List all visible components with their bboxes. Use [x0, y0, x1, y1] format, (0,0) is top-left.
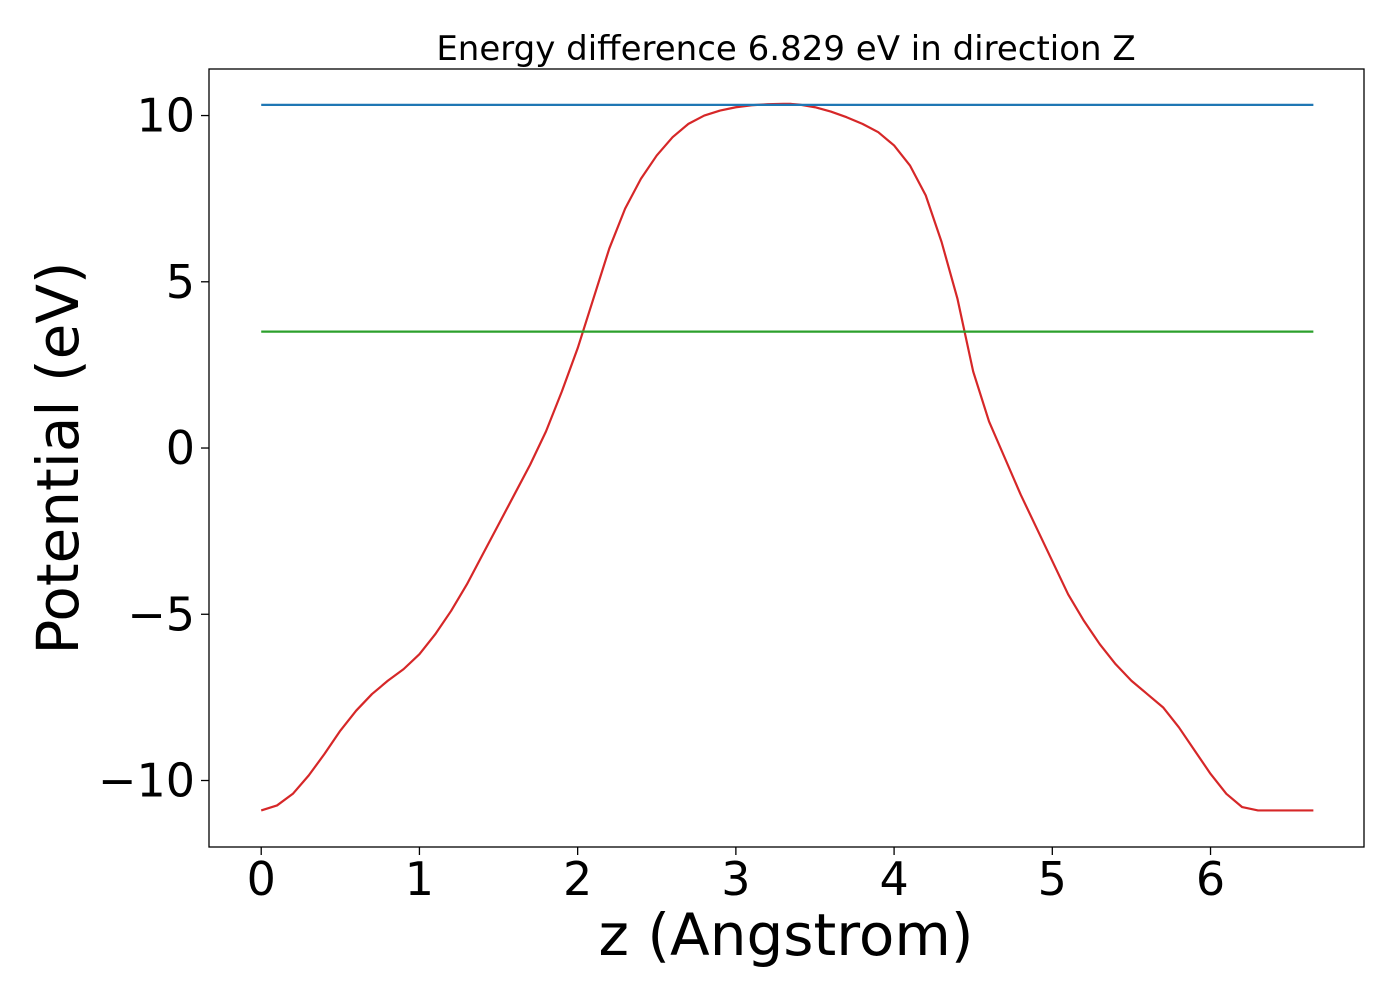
y-tick-label: 5: [166, 255, 195, 309]
x-tick-label: 5: [1038, 852, 1067, 906]
chart-title: Energy difference 6.829 eV in direction …: [436, 29, 1135, 69]
plot-frame: [208, 68, 1365, 848]
series-line-0: [260, 102, 1314, 812]
x-tick-label: 1: [405, 852, 434, 906]
y-tick-label: 0: [166, 421, 195, 475]
y-tick-label: 10: [136, 89, 195, 143]
x-tick-label: 0: [247, 852, 276, 906]
x-tick-label: 6: [1196, 852, 1225, 906]
x-tick-label: 4: [879, 852, 908, 906]
x-axis: 0 1 2 3 4 5 6: [247, 847, 1225, 906]
x-tick-label: 3: [721, 852, 750, 906]
y-tick-label: −10: [98, 754, 195, 808]
y-axis: −10 −5 0 5 10: [98, 89, 209, 808]
x-tick-label: 2: [563, 852, 592, 906]
y-axis-label: Potential (eV): [24, 261, 92, 654]
plot-layer: [260, 102, 1314, 812]
x-axis-label: z (Angstrom): [599, 901, 974, 969]
y-tick-label: −5: [127, 587, 195, 641]
